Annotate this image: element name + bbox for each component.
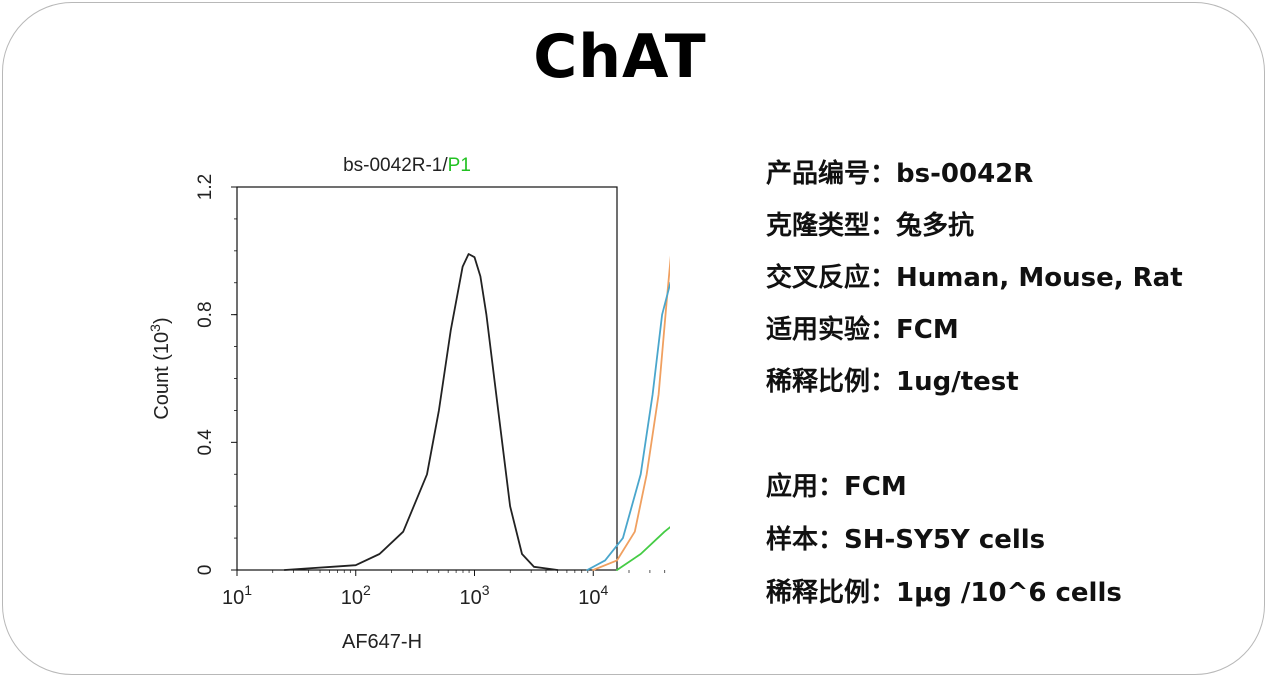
info-dilution-2-value: 1μg /10^6 cells [896, 578, 1122, 608]
info-clone-type: 克隆类型：兔多抗 [766, 205, 974, 242]
histogram-series-4 [616, 526, 670, 571]
info-application-value: FCM [844, 472, 907, 502]
x-tick-exponent: 3 [482, 582, 490, 598]
x-tick-exponent: 1 [244, 582, 252, 598]
info-reactivity-label: 交叉反应： [766, 263, 897, 293]
y-tick-label: 0.4 [195, 429, 216, 456]
info-dilution-value: 1ug/test [896, 367, 1019, 397]
page-title: ChAT [533, 22, 707, 92]
x-tick-label: 104 [578, 582, 608, 609]
x-tick-base: 10 [341, 587, 363, 609]
y-axis-label-text: Count (10 [151, 332, 173, 420]
info-dilution-2-label: 稀释比例： [766, 578, 897, 608]
y-axis-label-exponent: 3 [147, 324, 163, 332]
chart-title: bs-0042R-1/P1 [343, 155, 471, 176]
plot-frame [236, 186, 618, 571]
info-applications-value: FCM [896, 315, 959, 345]
x-tick-base: 10 [222, 587, 244, 609]
info-clone-type-label: 克隆类型： [766, 211, 897, 241]
y-tick-label: 0 [195, 565, 216, 576]
histogram-series-3 [586, 281, 670, 571]
y-tick-label: 0.8 [195, 301, 216, 327]
histogram-series-1 [283, 253, 559, 571]
x-tick-label: 103 [459, 582, 489, 609]
info-product-number-value: bs-0042R [896, 159, 1034, 189]
x-tick-exponent: 2 [363, 582, 371, 598]
y-axis-label: Count (103) [147, 317, 173, 419]
info-reactivity: 交叉反应：Human, Mouse, Rat [766, 257, 1183, 294]
chart-title-accent: P1 [448, 155, 471, 176]
info-sample-value: SH-SY5Y cells [844, 525, 1046, 555]
info-sample: 样本：SH-SY5Y cells [766, 519, 1045, 556]
info-dilution-2: 稀释比例：1μg /10^6 cells [766, 572, 1122, 609]
info-application: 应用：FCM [766, 466, 907, 503]
info-application-label: 应用： [766, 472, 845, 502]
info-applications: 适用实验：FCM [766, 309, 959, 346]
info-dilution-label: 稀释比例： [766, 367, 897, 397]
x-tick-exponent: 4 [600, 582, 608, 598]
info-product-number: 产品编号：bs-0042R [766, 153, 1033, 190]
x-tick-base: 10 [459, 587, 481, 609]
x-axis-label: AF647-H [342, 631, 422, 653]
chart-title-main: bs-0042R-1/ [343, 155, 448, 176]
info-dilution: 稀释比例：1ug/test [766, 361, 1019, 398]
x-tick-label: 101 [222, 582, 252, 609]
info-reactivity-value: Human, Mouse, Rat [896, 263, 1183, 293]
info-product-number-label: 产品编号： [766, 159, 897, 189]
x-tick-label: 102 [341, 582, 371, 609]
histogram-series-2 [592, 255, 670, 571]
y-axis-label-close: ) [151, 317, 173, 324]
info-applications-label: 适用实验： [766, 315, 897, 345]
info-clone-type-value: 兔多抗 [896, 211, 975, 241]
x-tick-base: 10 [578, 587, 600, 609]
info-sample-label: 样本： [766, 525, 845, 555]
y-tick-label: 1.2 [195, 174, 216, 200]
